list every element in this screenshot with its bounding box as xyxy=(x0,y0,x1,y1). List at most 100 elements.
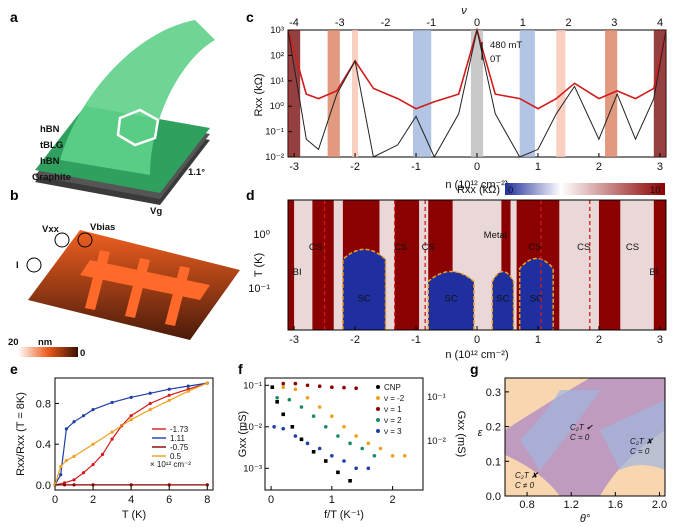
c-top-tick-label-5: 1 xyxy=(520,17,526,29)
height-colorbar xyxy=(18,347,78,357)
f-point-0-7 xyxy=(336,470,340,475)
f-point-2-4 xyxy=(330,385,334,390)
current-label: I xyxy=(16,260,19,271)
f-point-1-1 xyxy=(293,387,298,392)
e-legend-label-1: 1.11 xyxy=(170,434,186,443)
f-legend-swatch-1 xyxy=(376,396,380,400)
f-xtick-label-2: 2 xyxy=(390,494,396,506)
e-point-3-5 xyxy=(110,430,114,434)
panel-c-label: c xyxy=(246,9,254,25)
e-point-3-9 xyxy=(186,389,190,393)
g-ytick-label-3: 0.3 xyxy=(486,387,501,399)
e-ytick-label-2: 0.8 xyxy=(36,398,51,410)
c-ytick-label-4: 10⁻¹ xyxy=(265,127,284,138)
d-sc-label-1: SC xyxy=(444,293,457,304)
e-legend: -1.731.11-0.750.5 xyxy=(152,425,189,461)
c-top-ticks: -4 -3 -2 -1 0 1 2 3 4 xyxy=(289,17,663,29)
panel-b: b Vxx Vbias Vg I 20 nm 0 xyxy=(8,187,240,359)
c-ytick-label-1: 10² xyxy=(270,50,284,61)
f-point-0-1 xyxy=(275,400,279,404)
g-xlabel: θ° xyxy=(580,513,591,525)
f-point-4-4 xyxy=(317,446,322,451)
f-point-0-2 xyxy=(281,412,286,417)
e-point-3-10 xyxy=(205,381,209,385)
d-xtick-label-5: 2 xyxy=(596,334,602,346)
e-point-1-4 xyxy=(81,414,86,418)
f-point-4-0 xyxy=(272,425,276,429)
f-point-3-0 xyxy=(275,395,279,400)
height-scale-max: 20 xyxy=(8,337,19,348)
layer-label-graphite: Graphite xyxy=(32,172,71,183)
g-region-left-blue xyxy=(520,390,600,470)
hall-bar-device xyxy=(80,250,210,326)
f-point-2-5 xyxy=(342,385,346,390)
c-ytick-label-2: 10¹ xyxy=(270,76,284,87)
c-ytick-label-0: 10³ xyxy=(270,25,284,36)
panel-f: f 0 1 2 10⁻¹ 10⁻² 10⁻³ 10⁻¹ 10⁻² Gxx (mS) Gxx (… xyxy=(237,361,467,521)
e-point-2-2 xyxy=(72,483,76,487)
e-point-1-10 xyxy=(186,384,190,388)
d-sc-label-3: SC xyxy=(530,293,543,304)
g-region-left-2: C ≠ 0 xyxy=(515,481,535,490)
e-xtick-label-4: 8 xyxy=(204,494,210,506)
g-region-mid xyxy=(505,378,665,496)
f-point-4-8 xyxy=(366,466,371,471)
vxx-label: Vxx xyxy=(42,224,60,235)
d-cs-label-4: CS xyxy=(577,242,590,253)
e-point-3-1 xyxy=(59,464,63,469)
layer-label-hbn-top: hBN xyxy=(40,124,60,135)
e-point-0-6 xyxy=(110,437,114,441)
f-point-1-8 xyxy=(378,446,383,451)
d-ytick-1: 10⁰ xyxy=(253,229,270,241)
g-region-left-1: C₂T ✘ xyxy=(515,471,539,480)
f-point-3-6 xyxy=(348,441,352,446)
d-colorbar-min: 0 xyxy=(508,185,513,196)
f-point-1-5 xyxy=(342,425,346,429)
d-metal-stripe-1 xyxy=(333,200,343,330)
g-ylabel: ε xyxy=(478,427,483,439)
d-xtick-label-2: -1 xyxy=(411,334,421,346)
f-rtick-label-1: 10⁻² xyxy=(427,436,446,447)
c-field-high: 480 mT xyxy=(490,40,522,51)
d-metal-stripe-5 xyxy=(510,200,517,330)
e-xtick-label-1: 2 xyxy=(90,494,96,506)
source-icon xyxy=(77,232,93,248)
c-band-2 xyxy=(352,30,359,157)
e-point-1-7 xyxy=(129,395,133,399)
e-point-2-6 xyxy=(205,483,209,487)
d-sc-dome-0 xyxy=(342,249,386,330)
c-top-tick-label-2: -2 xyxy=(381,17,391,29)
e-xtick-label-3: 6 xyxy=(166,494,172,506)
e-point-0-4 xyxy=(91,462,95,467)
c-xtick-label-2: -1 xyxy=(411,161,421,173)
e-xlabel: T (K) xyxy=(122,509,146,521)
f-ylabel-right: Gxx (mS) xyxy=(455,411,467,457)
d-ytick-2: 10⁻¹ xyxy=(248,283,270,295)
panel-c: c ν -4 -3 -2 -1 0 1 2 3 4 10³ 10² 10¹ 10⁰ 10⁻¹ 10⁻² -… xyxy=(246,5,667,191)
c-top-tick-label-4: 0 xyxy=(474,17,480,29)
panel-a-label: a xyxy=(10,9,18,25)
e-plot-frame xyxy=(54,377,214,491)
c-series-line-1 xyxy=(287,29,667,159)
f-point-2-2 xyxy=(305,383,310,388)
f-point-0-8 xyxy=(348,478,352,483)
panel-d-label: d xyxy=(246,187,255,203)
f-point-3-3 xyxy=(311,414,316,419)
f-legend-label-0: CNP xyxy=(384,383,401,392)
f-ylabel-left: Gxx (mS) xyxy=(237,411,249,457)
d-xtick-label-3: 0 xyxy=(474,334,480,346)
e-legend-label-0: -1.73 xyxy=(170,425,189,434)
g-ytick-label-1: 0.1 xyxy=(486,456,501,468)
e-point-0-3 xyxy=(81,471,86,475)
f-point-4-2 xyxy=(293,434,298,438)
f-legend-swatch-3 xyxy=(376,418,380,422)
c-xtick-label-3: 0 xyxy=(474,161,480,173)
d-cs-label-1: CS xyxy=(394,242,407,253)
d-sc-boundary-1 xyxy=(427,270,475,330)
f-legend: CNP ν = -2 ν = 1 ν = 2 ν = 3 xyxy=(376,383,405,436)
f-point-0-4 xyxy=(299,437,304,442)
f-ytick-label-0: 10⁻¹ xyxy=(243,380,262,391)
g-xtick-label-2: 1.6 xyxy=(608,499,623,511)
d-bi-label-right: BI xyxy=(649,267,658,278)
